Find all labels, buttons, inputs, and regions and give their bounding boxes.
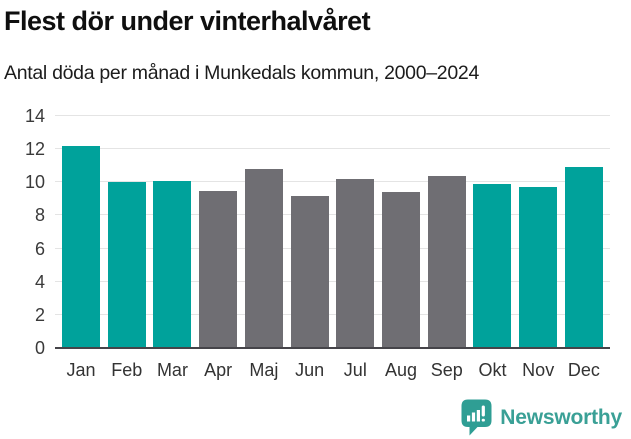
bar-column-apr: Apr — [199, 116, 238, 380]
x-tick-label: Feb — [111, 360, 143, 380]
bar-feb — [107, 182, 146, 348]
bar-aug — [382, 192, 421, 348]
bar-column-jan: Jan — [62, 116, 100, 380]
newsworthy-logo-icon — [461, 399, 492, 436]
y-tick-label: 2 — [34, 304, 45, 325]
bar-column-aug: Aug — [382, 116, 421, 380]
y-axis: 0 2 4 6 8 10 12 14 — [0, 107, 45, 357]
bar-apr — [199, 190, 238, 348]
x-tick-label: Mar — [156, 360, 188, 380]
bar-sep — [427, 175, 466, 348]
x-tick-label: Jul — [343, 360, 367, 380]
brand-name: Newsworthy — [500, 405, 622, 429]
gridline — [55, 280, 610, 282]
bar-okt — [473, 183, 512, 348]
x-tick-label: Dec — [567, 360, 600, 380]
x-tick-label: Maj — [249, 360, 279, 380]
x-tick-label: Sep — [430, 360, 463, 380]
bar-column-dec: Dec — [564, 116, 603, 380]
y-tick-label: 6 — [34, 238, 45, 259]
plot-area: Jan Feb Mar Apr Maj Jun Jul Aug Sep Okt Nov Dec — [55, 115, 610, 380]
brand-footer: Newsworthy — [461, 399, 622, 436]
x-axis-line — [55, 347, 610, 349]
bar-column-sep: Sep — [427, 116, 466, 380]
bars: Jan Feb Mar Apr Maj Jun Jul Aug Sep Okt Nov Dec — [55, 116, 610, 380]
gridline — [55, 115, 610, 116]
bar-chart: 0 2 4 6 8 10 12 14 Jan Feb Mar Apr Maj Jun Jul Aug Sep O… — [0, 107, 631, 380]
bar-nov — [519, 187, 558, 348]
y-tick-label: 14 — [24, 106, 45, 126]
chart-title: Flest dör under vinterhalvåret — [4, 6, 371, 36]
bar-column-feb: Feb — [107, 116, 146, 380]
gridline — [55, 214, 610, 216]
y-tick-label: 10 — [24, 172, 45, 193]
x-tick-label: Okt — [478, 360, 507, 380]
x-tick-label: Jun — [295, 360, 325, 380]
y-tick-label: 4 — [34, 271, 45, 292]
bar-column-jul: Jul — [336, 116, 375, 380]
chart-subtitle: Antal döda per månad i Munkedals kommun,… — [4, 62, 479, 84]
bar-column-nov: Nov — [519, 116, 558, 380]
bar-mar — [153, 180, 192, 348]
gridline — [55, 181, 610, 183]
y-tick-label: 12 — [24, 139, 45, 160]
x-tick-label: Aug — [385, 360, 418, 380]
bar-jun — [290, 195, 329, 348]
x-tick-label: Apr — [204, 360, 233, 380]
y-tick-label: 0 — [34, 338, 45, 358]
bar-column-okt: Okt — [473, 116, 512, 380]
bar-dec — [564, 167, 603, 348]
gridline — [55, 247, 610, 249]
bar-jan — [62, 145, 100, 348]
bar-maj — [244, 169, 283, 348]
bar-column-jun: Jun — [290, 116, 329, 380]
bar-column-mar: Mar — [153, 116, 192, 380]
x-tick-label: Jan — [66, 360, 96, 380]
gridline — [55, 148, 610, 150]
x-tick-label: Nov — [522, 360, 555, 380]
y-tick-label: 8 — [34, 205, 45, 226]
bar-jul — [336, 178, 375, 348]
gridline — [55, 313, 610, 315]
bar-column-maj: Maj — [244, 116, 283, 380]
